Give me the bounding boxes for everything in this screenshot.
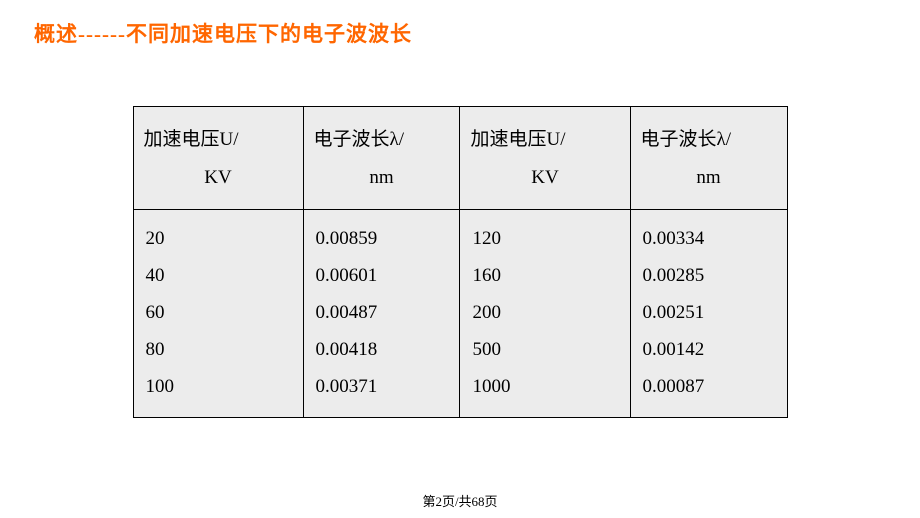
header-voltage-2: 加速电压U/ KV	[460, 107, 630, 210]
header-text: 电子波长λ/	[641, 121, 777, 159]
cell-value: 0.00371	[316, 368, 450, 405]
header-unit: nm	[314, 159, 450, 197]
cell-value: 100	[146, 368, 293, 405]
header-voltage-1: 加速电压U/ KV	[133, 107, 303, 210]
cell-value: 20	[146, 220, 293, 257]
header-unit: KV	[470, 159, 619, 197]
cell-value: 120	[472, 220, 619, 257]
cell-value: 0.00142	[643, 331, 777, 368]
cell-value: 200	[472, 294, 619, 331]
cell-value: 500	[472, 331, 619, 368]
header-text: 电子波长λ/	[314, 121, 450, 159]
voltage-cell-1: 20 40 60 80 100	[133, 210, 303, 418]
header-wavelength-1: 电子波长λ/ nm	[303, 107, 460, 210]
cell-value: 60	[146, 294, 293, 331]
cell-value: 160	[472, 257, 619, 294]
wavelength-table: 加速电压U/ KV 电子波长λ/ nm 加速电压U/ KV 电子波长λ/ nm	[133, 106, 788, 418]
table-row: 20 40 60 80 100 0.00859 0.00601 0.00487 …	[133, 210, 787, 418]
slide-title: 概述------不同加速电压下的电子波波长	[0, 0, 920, 48]
header-text: 加速电压U/	[144, 121, 293, 159]
cell-value: 0.00859	[316, 220, 450, 257]
cell-value: 0.00285	[643, 257, 777, 294]
wavelength-cell-2: 0.00334 0.00285 0.00251 0.00142 0.00087	[630, 210, 787, 418]
wavelength-table-container: 加速电压U/ KV 电子波长λ/ nm 加速电压U/ KV 电子波长λ/ nm	[133, 106, 788, 418]
header-unit: KV	[144, 159, 293, 197]
header-text: 加速电压U/	[470, 121, 619, 159]
header-wavelength-2: 电子波长λ/ nm	[630, 107, 787, 210]
cell-value: 0.00251	[643, 294, 777, 331]
cell-value: 0.00087	[643, 368, 777, 405]
cell-value: 0.00601	[316, 257, 450, 294]
cell-value: 0.00487	[316, 294, 450, 331]
page-footer: 第2页/共68页	[0, 491, 920, 510]
cell-value: 0.00418	[316, 331, 450, 368]
wavelength-cell-1: 0.00859 0.00601 0.00487 0.00418 0.00371	[303, 210, 460, 418]
cell-value: 1000	[472, 368, 619, 405]
voltage-cell-2: 120 160 200 500 1000	[460, 210, 630, 418]
cell-value: 40	[146, 257, 293, 294]
table-header-row: 加速电压U/ KV 电子波长λ/ nm 加速电压U/ KV 电子波长λ/ nm	[133, 107, 787, 210]
header-unit: nm	[641, 159, 777, 197]
cell-value: 80	[146, 331, 293, 368]
cell-value: 0.00334	[643, 220, 777, 257]
